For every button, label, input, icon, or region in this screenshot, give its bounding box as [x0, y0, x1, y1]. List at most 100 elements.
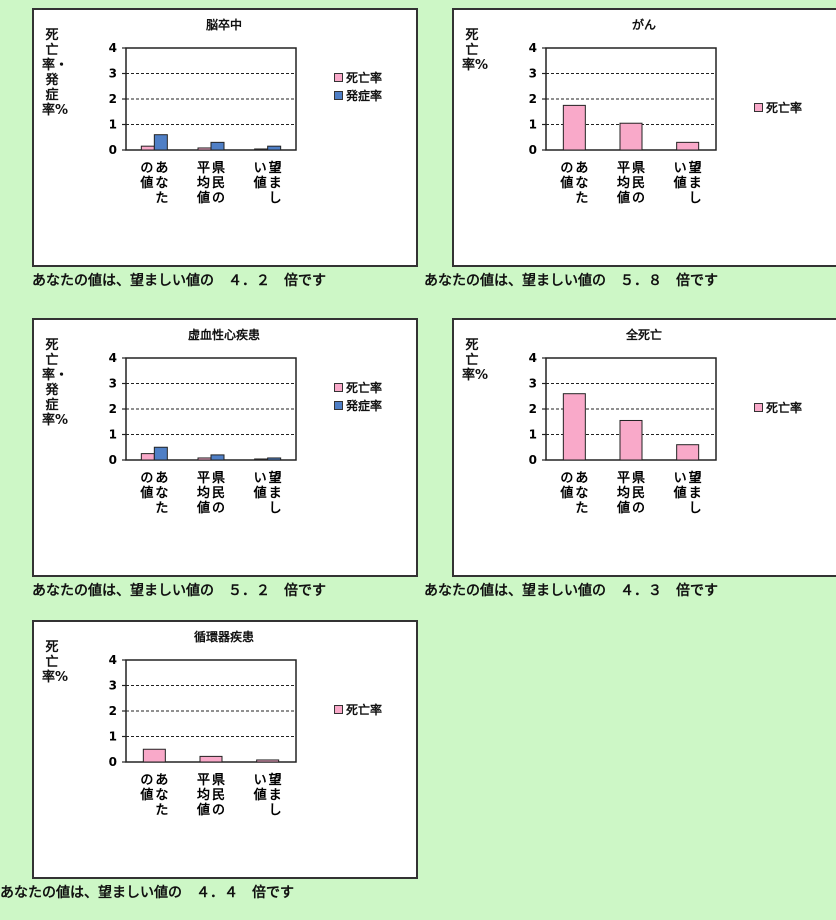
bar-death: [140, 453, 155, 461]
ratio-caption: あなたの値は、望ましい値の ４．２ 倍です: [32, 273, 326, 289]
x-category-label: 値: [253, 175, 267, 191]
x-category-label: た: [155, 501, 168, 516]
y-tick-label: 4: [529, 351, 537, 365]
legend-swatch-death: [754, 402, 763, 412]
y-axis-label: 死亡率・発症率%: [42, 28, 69, 118]
x-category-label: 値: [559, 485, 573, 501]
x-category-label: い: [254, 773, 267, 788]
y-tick-label: 0: [109, 143, 117, 157]
y-tick-label: 0: [529, 453, 537, 467]
x-category-label: 望: [689, 160, 702, 176]
x-category-label: 平: [617, 471, 630, 486]
ratio-caption: あなたの値は、望ましい値の ５．８ 倍です: [424, 273, 718, 289]
x-category-label: 値: [616, 500, 630, 516]
bar-death: [619, 122, 643, 151]
x-category-label: し: [689, 501, 702, 516]
x-category-label: た: [575, 501, 588, 516]
y-tick-label: 1: [529, 118, 537, 132]
bar-death: [142, 748, 166, 763]
y-tick-label: 4: [109, 41, 117, 55]
x-category-label: の: [560, 161, 573, 176]
x-category-label: 値: [559, 175, 573, 191]
y-tick-label: 2: [109, 92, 117, 106]
y-tick-label: 2: [109, 704, 117, 718]
x-category-label: な: [155, 486, 168, 501]
y-tick-label: 1: [109, 730, 117, 744]
y-tick-label: 3: [109, 679, 117, 693]
legend-label-death: 死亡率: [346, 702, 383, 717]
x-category-label: い: [254, 471, 267, 486]
x-category-label: の: [140, 161, 153, 176]
bar-death: [199, 755, 223, 763]
x-category-label: 均: [617, 485, 630, 501]
legend: 死亡率: [754, 98, 802, 116]
x-category-label: ま: [269, 788, 282, 803]
bar-incidence: [210, 454, 225, 461]
legend: 死亡率 発症率: [334, 68, 382, 104]
x-category-label: 望: [689, 470, 702, 486]
x-category-label: 均: [197, 175, 210, 191]
x-category-label: 値: [616, 190, 630, 206]
legend-item-incidence: 発症率: [334, 86, 382, 104]
legend-swatch-death: [334, 704, 343, 714]
ratio-caption: あなたの値は、望ましい値の ５．２ 倍です: [32, 583, 326, 599]
y-tick-label: 2: [529, 92, 537, 106]
y-axis-label: 死亡率%: [462, 28, 489, 73]
legend-swatch-incidence: [334, 400, 343, 410]
bar-incidence: [267, 145, 282, 151]
y-axis-label: 死亡率・発症率%: [42, 338, 69, 428]
legend-swatch-death: [754, 102, 763, 112]
bar-death: [562, 393, 586, 461]
x-category-label: 値: [196, 802, 210, 818]
x-category-label: た: [575, 191, 588, 206]
x-category-label: 望: [269, 470, 282, 486]
x-category-label: 値: [196, 500, 210, 516]
x-category-label: 民: [212, 788, 225, 803]
x-category-label: 県: [632, 471, 645, 486]
x-category-label: 平: [197, 773, 210, 788]
legend-label-death: 死亡率: [766, 400, 803, 415]
x-category-label: た: [155, 191, 168, 206]
bar-death: [256, 759, 280, 763]
x-category-label: の: [632, 191, 645, 206]
y-tick-label: 4: [109, 351, 117, 365]
x-category-label: た: [155, 803, 168, 818]
y-tick-label: 0: [109, 755, 117, 769]
x-category-label: の: [140, 471, 153, 486]
legend-label-incidence: 発症率: [346, 398, 383, 413]
legend-item-death: 死亡率: [334, 68, 382, 86]
x-category-label: 平: [197, 471, 210, 486]
legend: 死亡率: [334, 700, 382, 718]
x-category-label: い: [254, 161, 267, 176]
x-category-label: 民: [212, 486, 225, 501]
legend-label-death: 死亡率: [766, 100, 803, 115]
legend-swatch-death: [334, 382, 343, 392]
y-axis-label: 死亡率%: [42, 640, 69, 685]
x-category-label: の: [560, 471, 573, 486]
chart-title: 全死亡: [625, 328, 662, 342]
x-category-label: 値: [139, 485, 153, 501]
bar-incidence: [153, 446, 168, 461]
x-category-label: ま: [269, 486, 282, 501]
legend-label-incidence: 発症率: [346, 88, 383, 103]
chart-title: 循環器疾患: [193, 630, 254, 644]
legend-swatch-death: [334, 72, 343, 82]
x-category-label: し: [269, 191, 282, 206]
y-tick-label: 3: [109, 67, 117, 81]
legend: 死亡率: [754, 398, 802, 416]
legend-swatch-incidence: [334, 90, 343, 100]
x-category-label: あ: [155, 773, 168, 788]
x-category-label: の: [212, 191, 225, 206]
legend-item-death: 死亡率: [754, 98, 802, 116]
y-tick-label: 2: [109, 402, 117, 416]
x-category-label: 民: [632, 486, 645, 501]
